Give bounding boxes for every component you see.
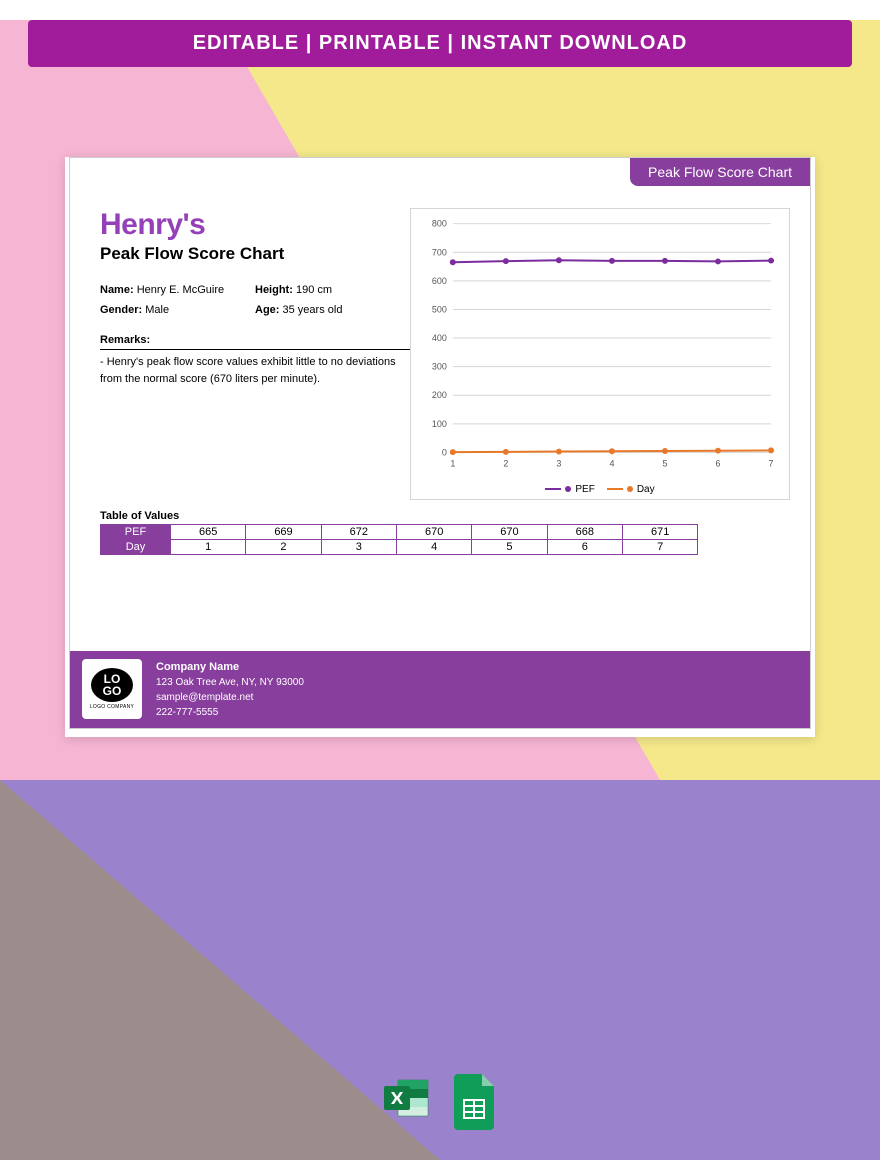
svg-text:7: 7 [769,458,774,468]
table-section: Table of Values PEF665669672670670668671… [70,500,810,555]
svg-text:6: 6 [716,458,721,468]
file-format-icons [382,1074,498,1130]
svg-text:200: 200 [432,390,447,400]
company-info: Company Name 123 Oak Tree Ave, NY, NY 93… [156,659,304,721]
svg-text:600: 600 [432,276,447,286]
svg-text:700: 700 [432,247,447,257]
chart-legend: PEFDay [421,482,779,495]
table-cell: 672 [321,524,396,539]
table-cell: 4 [396,539,471,554]
person-name: Henry's [100,208,410,242]
table-cell: 6 [547,539,622,554]
patient-info: Name: Henry E. McGuire Height: 190 cm Ge… [100,284,410,316]
svg-text:2: 2 [503,458,508,468]
company-logo: LOGO LOGO COMPANY [82,659,142,719]
remarks-text: - Henry's peak flow score values exhibit… [100,354,410,387]
info-column: Henry's Peak Flow Score Chart Name: Henr… [100,208,410,500]
google-sheets-icon [454,1074,498,1130]
svg-text:1: 1 [450,458,455,468]
table-cell: 670 [396,524,471,539]
excel-icon [382,1074,430,1122]
document-footer: LOGO LOGO COMPANY Company Name 123 Oak T… [70,651,810,729]
svg-text:0: 0 [442,447,447,457]
company-address: 123 Oak Tree Ave, NY, NY 93000 [156,675,304,690]
company-name: Company Name [156,659,304,676]
table-cell: 665 [171,524,246,539]
chart-container: 0 100 200 300 400 500 600 700 800 1 2 3 4 5 6 7 PEFDay [410,208,790,500]
logo-oval: LOGO [91,668,133,702]
svg-text:4: 4 [609,458,614,468]
name-field: Name: Henry E. McGuire [100,284,255,296]
svg-text:800: 800 [432,219,447,229]
document-tab: Peak Flow Score Chart [630,158,810,186]
svg-text:400: 400 [432,333,447,343]
table-cell: 671 [622,524,697,539]
table-cell: 7 [622,539,697,554]
table-cell: 3 [321,539,396,554]
line-chart: 0 100 200 300 400 500 600 700 800 1 2 3 4 5 6 7 [421,217,779,477]
table-row-header: Day [101,539,171,554]
chart-subtitle: Peak Flow Score Chart [100,244,410,264]
table-cell: 670 [472,524,547,539]
table-cell: 1 [171,539,246,554]
company-phone: 222-777-5555 [156,705,304,720]
company-email: sample@template.net [156,690,304,705]
table-title: Table of Values [100,510,780,522]
table-row-header: PEF [101,524,171,539]
top-banner: EDITABLE | PRINTABLE | INSTANT DOWNLOAD [28,20,852,67]
bg-gray [0,780,440,1160]
table-cell: 2 [246,539,321,554]
svg-text:100: 100 [432,419,447,429]
document-preview: Peak Flow Score Chart Henry's Peak Flow … [65,157,815,737]
content-row: Henry's Peak Flow Score Chart Name: Henr… [70,158,810,500]
table-cell: 5 [472,539,547,554]
logo-caption: LOGO COMPANY [90,704,134,710]
table-cell: 668 [547,524,622,539]
document-inner: Peak Flow Score Chart Henry's Peak Flow … [69,157,811,729]
remarks-label: Remarks: [100,334,410,350]
table-cell: 669 [246,524,321,539]
svg-text:5: 5 [662,458,667,468]
values-table: PEF665669672670670668671Day1234567 [100,524,698,555]
age-field: Age: 35 years old [255,304,410,316]
chart-column: 0 100 200 300 400 500 600 700 800 1 2 3 4 5 6 7 PEFDay [410,208,790,500]
height-field: Height: 190 cm [255,284,410,296]
svg-text:500: 500 [432,304,447,314]
svg-text:3: 3 [556,458,561,468]
gender-field: Gender: Male [100,304,255,316]
svg-text:300: 300 [432,362,447,372]
